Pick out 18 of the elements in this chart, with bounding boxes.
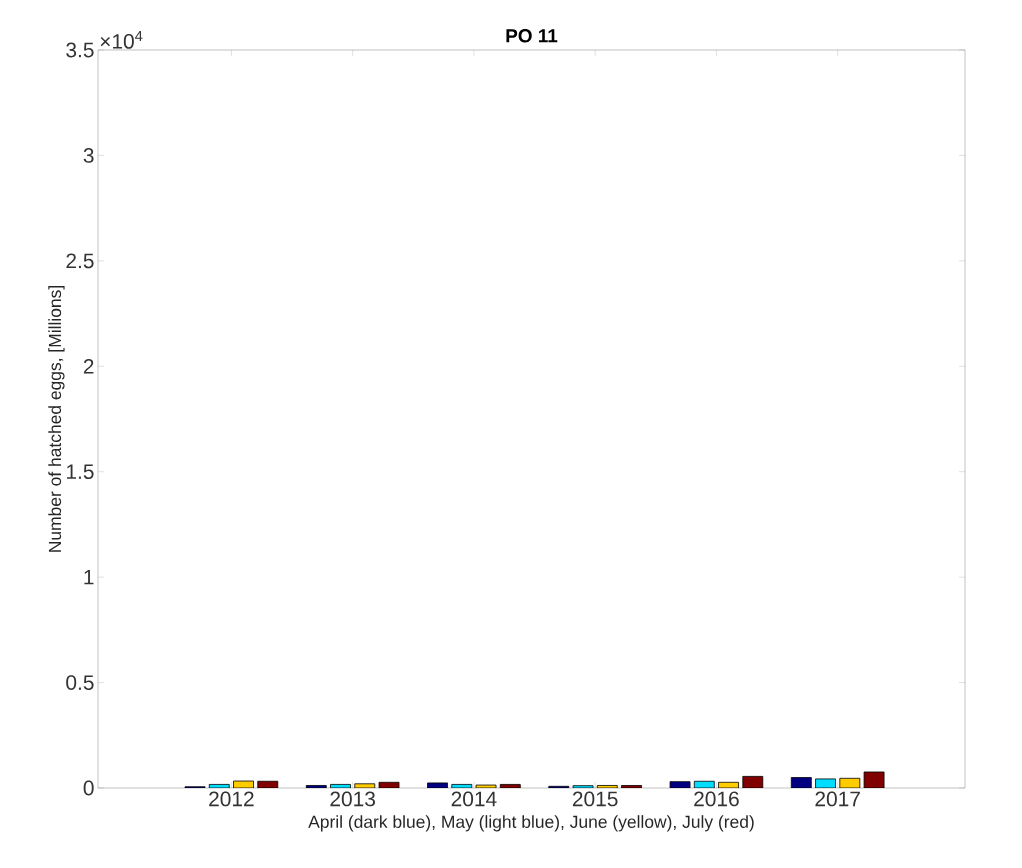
- x-axis-title: April (dark blue), May (light blue), June (yellow), July (red): [308, 815, 754, 832]
- x-tick-label: 2017: [815, 791, 860, 807]
- x-tick-label: 2012: [209, 791, 254, 807]
- y-tick-label: 3: [83, 148, 94, 163]
- y-tick-label: 0.5: [66, 675, 94, 690]
- y-tick-label: 3.5: [66, 42, 94, 58]
- x-tick-label: 2013: [330, 791, 375, 807]
- chart-title: PO 11: [506, 29, 558, 43]
- x-tick-label: 2015: [572, 791, 618, 807]
- y-axis-title: Number of hatched eggs, [Millions]: [48, 286, 65, 552]
- y-tick-label: 2: [83, 358, 94, 374]
- x-tick-label: 2016: [694, 791, 739, 807]
- text: ×10$^{4}$: [100, 31, 143, 49]
- y-tick-label: 1: [84, 569, 94, 585]
- y-tick-label: 2.5: [66, 253, 94, 269]
- x-tick-label: 2014: [451, 791, 497, 807]
- y-tick-label: 1.5: [66, 464, 94, 480]
- y-tick-label: 0: [83, 780, 94, 796]
